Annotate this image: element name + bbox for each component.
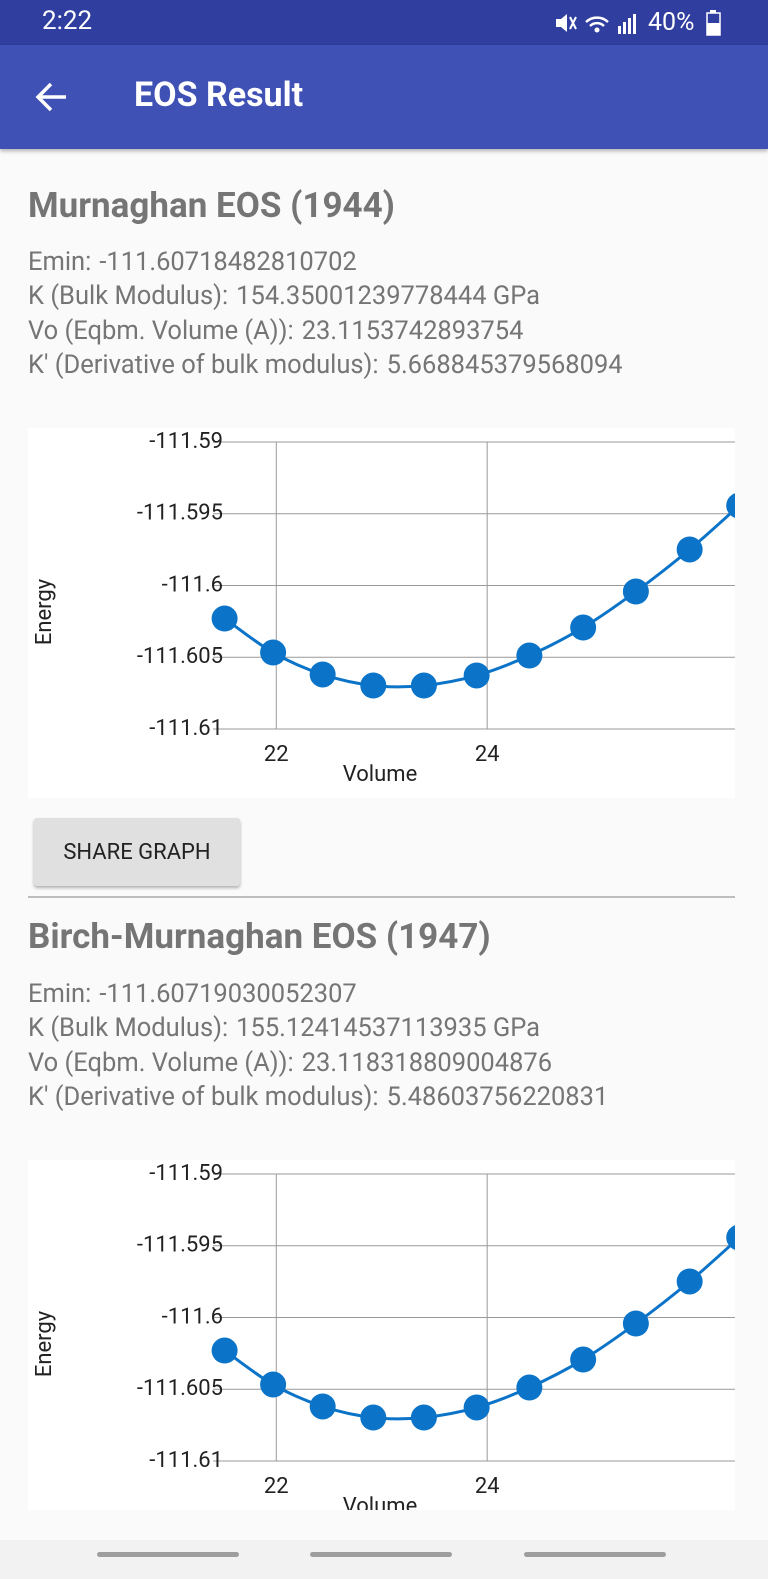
param-value: 23.118318809004876 — [301, 1047, 553, 1078]
param-label: K (Bulk Modulus): — [28, 281, 229, 312]
y-tick-label: -111.595 — [137, 1233, 223, 1258]
param-row: K (Bulk Modulus): 155.12414537113935 GPa — [28, 1011, 540, 1045]
param-row: K' (Derivative of bulk modulus): 5.668845… — [28, 348, 623, 382]
nav-bar — [0, 1540, 768, 1579]
divider — [28, 896, 735, 898]
data-point — [726, 493, 735, 518]
data-point — [622, 1310, 649, 1337]
param-row: Emin: -111.60718482810702 — [28, 245, 357, 279]
x-tick-label: 24 — [475, 1474, 500, 1499]
data-point — [676, 1268, 703, 1295]
data-point — [726, 1225, 735, 1250]
y-tick-label: -111.605 — [137, 1376, 223, 1401]
param-row: K' (Derivative of bulk modulus): 5.486037… — [28, 1080, 608, 1114]
y-axis-label: Energy — [32, 1310, 57, 1377]
nav-button[interactable] — [524, 1552, 666, 1557]
param-label: Emin: — [28, 247, 92, 277]
data-point — [309, 661, 336, 688]
chart-container: -111.61 -111.605 -111.6 -111.595 -111.59 22 24… — [28, 1160, 735, 1510]
y-axis-label: Energy — [32, 578, 57, 645]
app-title: EOS Result — [134, 75, 304, 115]
y-tick-label: -111.605 — [137, 644, 223, 669]
chart-container: -111.61 -111.605 -111.6 -111.595 -111.59 22 24… — [28, 428, 735, 798]
data-point — [622, 578, 649, 605]
data-point — [211, 1337, 238, 1364]
fit-line — [223, 507, 735, 689]
y-tick-label: -111.59 — [149, 1161, 223, 1186]
param-value: 154.35001239778444 GPa — [236, 281, 541, 312]
battery-level: 40% — [648, 8, 695, 37]
data-point — [309, 1393, 336, 1420]
data-point — [410, 672, 437, 699]
param-value: -111.60718482810702 — [99, 247, 357, 277]
status-bar: 2:22 40% — [0, 0, 768, 45]
data-point — [360, 672, 387, 699]
y-tick-label: -111.59 — [149, 429, 223, 454]
param-value: 5.48603756220831 — [386, 1081, 609, 1112]
clock: 2:22 — [42, 6, 93, 36]
data-point — [211, 605, 238, 632]
y-tick-label: -111.6 — [162, 572, 223, 597]
param-value: 155.12414537113935 GPa — [236, 1013, 541, 1044]
status-icons — [556, 14, 636, 34]
param-row: K (Bulk Modulus): 154.35001239778444 GPa — [28, 279, 540, 313]
section-title: Murnaghan EOS (1944) — [28, 185, 395, 226]
data-point — [676, 536, 703, 563]
data-point — [463, 1394, 490, 1421]
x-axis-label: Volume — [343, 1494, 418, 1510]
param-label: Vo (Eqbm. Volume (A)): — [28, 315, 294, 346]
chart: -111.61 -111.605 -111.6 -111.595 -111.59 22 24… — [32, 429, 735, 787]
battery-icon — [706, 10, 721, 36]
param-label: Vo (Eqbm. Volume (A)): — [28, 1047, 294, 1078]
param-row: Vo (Eqbm. Volume (A)): 23.118318809004876 — [28, 1046, 552, 1080]
param-label: K' (Derivative of bulk modulus): — [28, 1081, 379, 1112]
y-tick-label: -111.595 — [137, 501, 223, 526]
param-value: -111.60719030052307 — [99, 979, 357, 1009]
data-point — [516, 642, 543, 669]
back-button[interactable] — [34, 81, 70, 113]
chart: -111.61 -111.605 -111.6 -111.595 -111.59 22 24… — [32, 1161, 735, 1510]
section-title: Birch-Murnaghan EOS (1947) — [28, 916, 491, 957]
app-bar: EOS Result — [0, 45, 768, 149]
share-graph-button[interactable]: SHARE GRAPH — [34, 818, 240, 886]
param-value: 5.668845379568094 — [386, 349, 623, 380]
x-axis-label: Volume — [343, 762, 418, 787]
data-point — [570, 614, 597, 641]
x-tick-label: 24 — [475, 742, 500, 767]
x-tick-label: 22 — [264, 742, 289, 767]
nav-button[interactable] — [97, 1552, 239, 1557]
param-label: K' (Derivative of bulk modulus): — [28, 349, 379, 380]
param-row: Emin: -111.60719030052307 — [28, 977, 357, 1011]
param-value: 23.1153742893754 — [301, 315, 524, 346]
data-point — [570, 1346, 597, 1373]
param-label: Emin: — [28, 979, 92, 1009]
data-point — [410, 1404, 437, 1431]
x-tick-label: 22 — [264, 1474, 289, 1499]
y-tick-label: -111.61 — [149, 1448, 223, 1473]
param-row: Vo (Eqbm. Volume (A)): 23.1153742893754 — [28, 314, 523, 348]
fit-line — [223, 1239, 735, 1421]
data-point — [516, 1374, 543, 1401]
y-tick-label: -111.61 — [149, 716, 223, 741]
nav-button[interactable] — [310, 1552, 452, 1557]
data-point — [360, 1404, 387, 1431]
param-label: K (Bulk Modulus): — [28, 1013, 229, 1044]
y-tick-label: -111.6 — [162, 1304, 223, 1329]
data-point — [463, 662, 490, 689]
data-point — [260, 639, 287, 666]
data-point — [260, 1371, 287, 1398]
